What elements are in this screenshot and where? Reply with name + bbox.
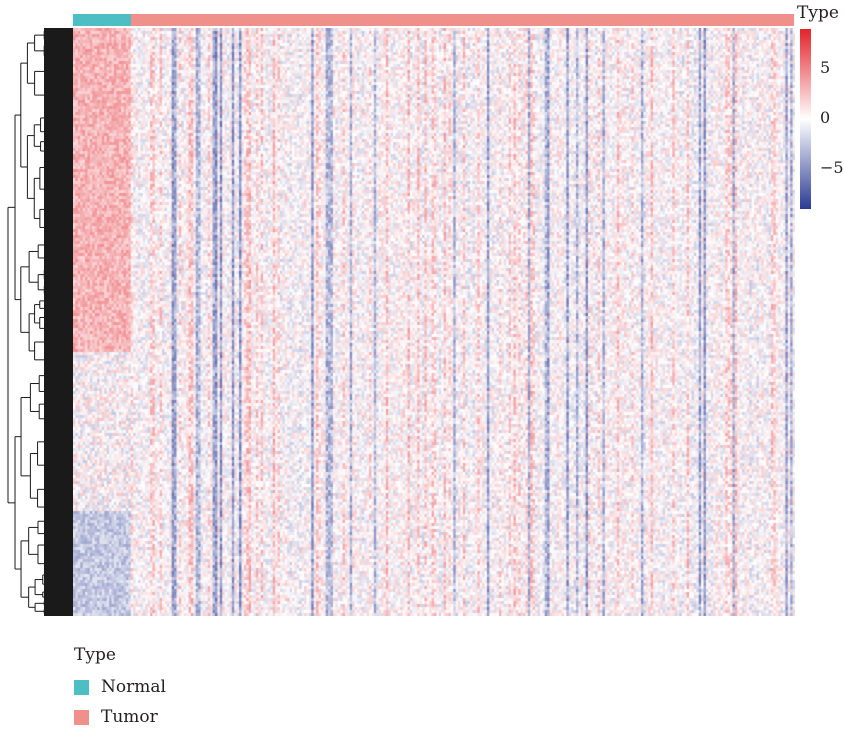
colorbar-tick-label: −5 (820, 158, 844, 177)
legend-swatch-normal (74, 679, 89, 695)
type-annotation-normal (73, 14, 131, 26)
legend-label: Normal (101, 677, 166, 697)
legend-title: Type (74, 645, 116, 665)
legend-label: Tumor (101, 707, 158, 727)
colorbar-tick-label: 0 (820, 108, 831, 127)
legend-item-tumor: Tumor (74, 707, 158, 727)
legend-item-normal: Normal (74, 677, 166, 697)
colorbar (800, 29, 811, 209)
legend-swatch-tumor (74, 709, 89, 725)
colorbar-tick-label: 5 (820, 58, 831, 77)
colorbar-title: Type (797, 3, 839, 23)
type-annotation-tumor (131, 14, 794, 26)
row-dendrogram (7, 28, 74, 616)
heatmap-cells (73, 28, 795, 616)
